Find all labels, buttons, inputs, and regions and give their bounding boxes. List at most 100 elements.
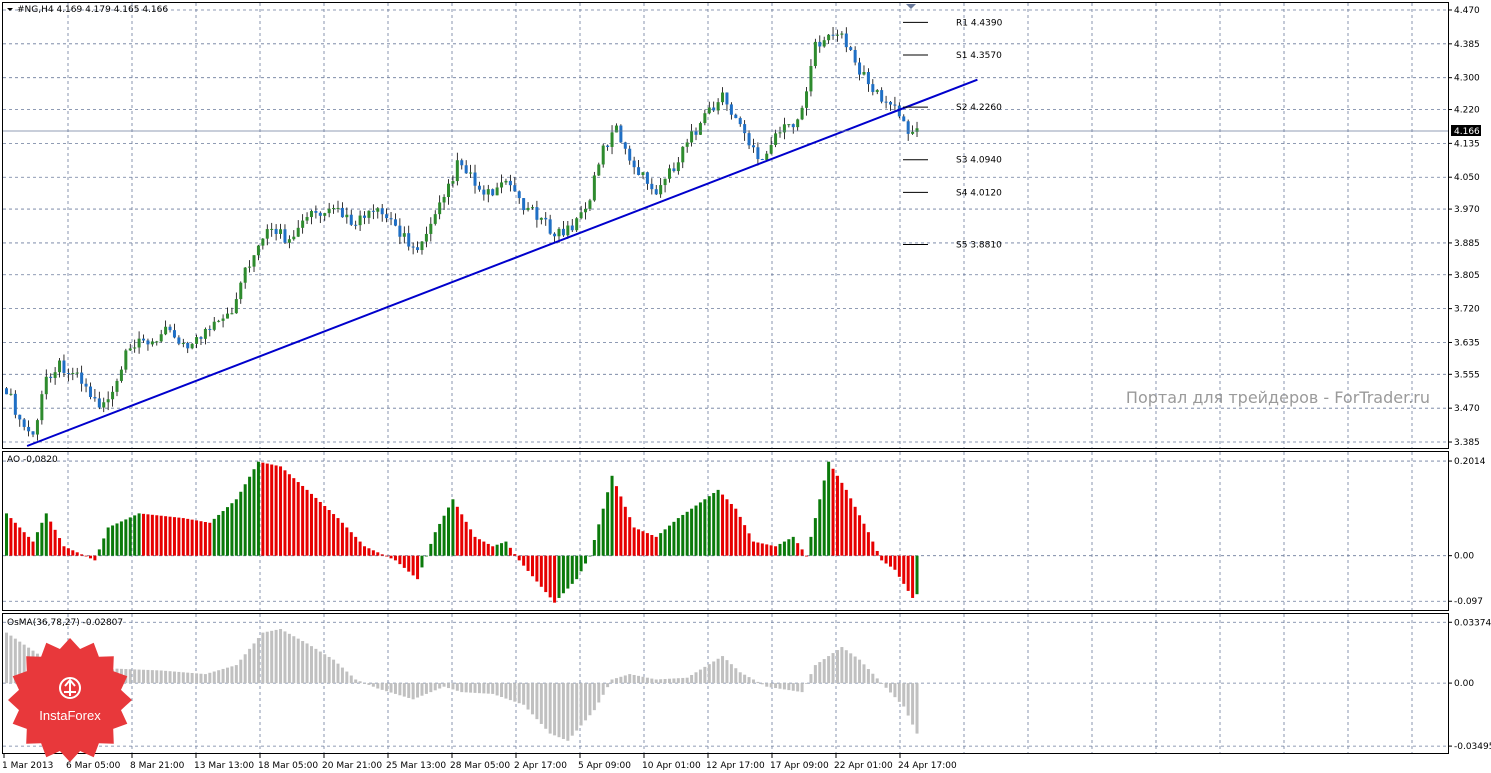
bear-candle [371,210,375,212]
bull-candle [133,347,137,349]
ao-bar [756,542,760,556]
ao-bar [111,525,115,556]
bear-candle [561,228,565,236]
ao-bar [875,550,879,556]
osma-bar [725,660,729,684]
osma-bar [539,683,543,724]
bull-candle [256,245,260,256]
bull-candle [800,107,804,120]
osma-bar [239,659,243,684]
ao-bar [438,523,442,556]
bear-candle [849,47,853,50]
ao-bar [787,539,791,556]
bull-candle [115,380,119,392]
osma-bar [871,673,875,684]
osma-bar [318,651,322,684]
bull-candle [261,238,265,246]
ao-bar [58,538,62,556]
ao-bar [230,503,234,556]
ao-bar [654,536,658,556]
bear-candle [314,211,318,213]
ao-bar [668,525,671,556]
bear-candle [553,233,557,237]
bear-candle [606,145,610,147]
bear-candle [623,142,627,149]
osma-bar [327,656,331,684]
osma-bar [473,683,477,693]
dropdown-arrow-icon[interactable] [7,8,13,11]
osma-bar [906,683,910,716]
osma-bar [897,683,901,702]
osma-bar [274,629,278,684]
osma-bar [716,658,720,684]
ao-bar [707,496,711,556]
bear-candle [49,376,53,378]
osma-bar [703,666,707,684]
bull-candle [35,420,39,435]
bear-candle [906,121,910,134]
ao-bar [813,518,817,556]
ao-bar [721,494,725,556]
osma-bar [292,636,296,684]
ao-bar [539,555,543,587]
bull-candle [721,92,725,103]
ao-bar [243,484,247,556]
osma-bar [133,669,137,684]
osma-bar [9,635,13,684]
ao-bar [659,533,663,556]
bear-candle [725,92,729,105]
ao-bar [97,549,101,556]
osma-bar [482,683,486,694]
ao-bar [9,518,13,556]
bull-candle [875,90,879,92]
osma-bar [128,669,132,684]
bull-candle [774,133,778,145]
ao-bar [455,506,459,556]
bull-candle [305,217,309,221]
osma-bar [261,632,265,684]
osma-bar [345,671,349,684]
bear-candle [570,225,574,231]
bear-candle [88,386,92,398]
bull-candle [128,348,132,351]
bear-candle [93,397,97,399]
bear-candle [791,124,795,128]
ao-bar [203,521,207,556]
ao-bar [517,555,521,561]
osma-bar [791,683,795,691]
bull-candle [309,211,313,218]
osma-bar [407,683,411,698]
ao-bar [871,541,875,556]
bull-candle [234,299,238,314]
bull-candle [155,341,159,343]
osma-bar [142,669,146,684]
osma-bar [464,683,468,693]
logo-badge [8,638,132,762]
bull-candle [164,326,168,335]
osma-bar [690,674,694,684]
osma-bar [203,674,207,684]
bear-candle [416,247,420,251]
bull-candle [71,373,75,375]
bear-candle [27,426,31,432]
osma-bar [460,683,464,693]
osma-bar [363,683,367,684]
osma-bar [844,650,848,684]
bear-candle [729,104,733,115]
bull-candle [676,162,680,172]
ao-bar [150,514,154,556]
ao-bar [164,516,168,556]
bull-candle [402,233,406,237]
y-tick-label: 3.470 [1454,404,1480,414]
bull-candle [44,376,48,395]
osma-bar [376,683,380,689]
bear-candle [380,208,384,215]
ao-bar [893,555,897,570]
bear-candle [880,90,884,102]
ao-bar [862,523,866,556]
y-tick-label: 3.635 [1454,338,1480,348]
ao-bar [301,485,305,556]
ao-bar [734,508,738,556]
osma-bar [738,672,742,684]
bear-candle [66,372,70,374]
